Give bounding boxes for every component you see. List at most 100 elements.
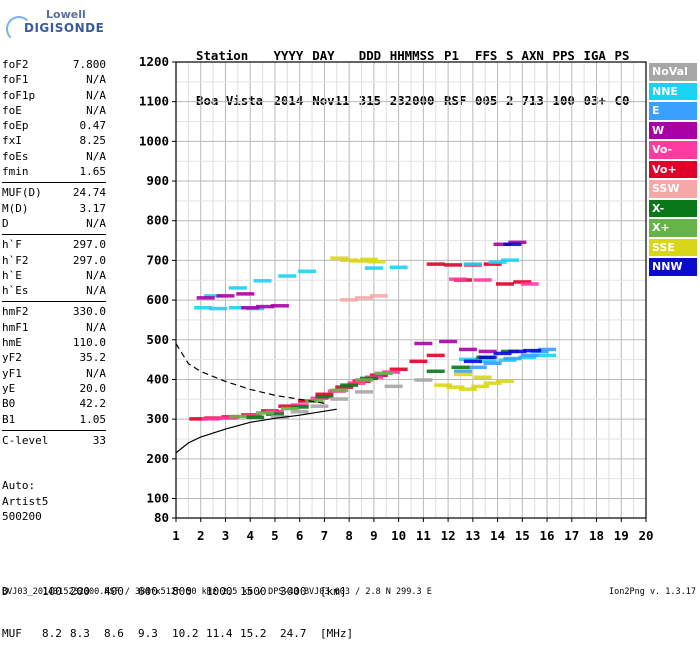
x-tick-label: 19	[614, 528, 629, 543]
ionogram-plot: 1 2 3 4 5 6 7 8 9 10 11 12 13 14 15 16 17 18 19 20801002003…	[139, 54, 654, 543]
echo-point-x-3	[315, 394, 334, 399]
autoscaling-info: Auto: Artist5 500200	[2, 478, 48, 525]
legend-item: X+	[649, 219, 697, 237]
param-row: hmF2 330.0	[2, 304, 106, 319]
muf-value: 10.2	[172, 627, 199, 640]
echo-point-sse-0	[330, 256, 349, 260]
echo-point-nnw-3	[508, 349, 527, 354]
muf-value: 8.6	[104, 627, 124, 640]
param-row: hmF1 N/A	[2, 320, 106, 335]
y-tick-label: 700	[146, 252, 169, 267]
param-value: N/A	[86, 284, 106, 298]
echo-point-sse-8	[471, 384, 490, 389]
param-name: foEs	[2, 149, 29, 163]
plot-axes: 1 2 3 4 5 6 7 8 9 10 11 12 13 14 15 16 17 18 19 20801002003…	[139, 54, 654, 543]
x-tick-label: 16	[540, 528, 555, 543]
param-name: foE	[2, 103, 22, 117]
param-value: N/A	[86, 73, 106, 87]
echo-point-x-4	[330, 388, 349, 393]
plot-grid	[175, 61, 647, 519]
param-value: N/A	[86, 103, 106, 117]
x-tick-label: 1	[172, 528, 180, 543]
echo-point-nnw-5	[503, 242, 522, 247]
echo-point-nne-2	[228, 306, 247, 310]
param-value: 1.65	[79, 165, 107, 179]
param-value: 24.74	[72, 186, 106, 200]
param-value: N/A	[86, 366, 106, 380]
echo-point-x-0	[246, 415, 265, 420]
param-row: foF2 7.800	[2, 57, 106, 72]
y-tick-label: 1100	[139, 94, 169, 109]
echo-point-vo-13	[426, 353, 445, 358]
param-name: B0	[2, 397, 16, 411]
header-label-3: DDD	[358, 48, 382, 63]
param-row: fmin 1.65	[2, 164, 106, 179]
param-name: hmE	[2, 336, 22, 350]
param-name: h`F2	[2, 253, 29, 267]
echo-point-ssw-0	[340, 298, 359, 302]
muf-label: MUF	[2, 627, 22, 640]
d-value: 1500	[240, 585, 267, 598]
digisonde-logo: Lowell DIGISONDE	[4, 6, 164, 44]
echo-point-nnw-4	[523, 348, 542, 353]
legend-item: SSW	[649, 180, 697, 198]
legend-item: SSE	[649, 238, 697, 256]
d-value: 1000	[206, 585, 233, 598]
echo-point-vo-3	[265, 409, 284, 414]
echo-point-nne-5	[228, 286, 247, 290]
echo-point-w-2	[270, 304, 289, 308]
y-tick-label: 80	[154, 510, 169, 525]
echo-point-vo-12	[520, 282, 539, 286]
echo-point-vo-7	[347, 381, 366, 385]
param-value: 110.0	[72, 336, 106, 350]
echo-point-x-1	[256, 411, 275, 415]
echo-point-vo-15	[444, 263, 463, 267]
param-row: foEp 0.47	[2, 118, 106, 133]
x-tick-label: 9	[370, 528, 378, 543]
echo-point-w-9	[478, 349, 497, 354]
param-value: 42.2	[79, 397, 107, 411]
echo-point-sse-4	[367, 259, 386, 264]
file-info-text: BVJ03_2014315232000.RSF / 384fx512h 50 k…	[2, 587, 432, 597]
legend-item: Vo-	[649, 141, 697, 159]
echo-point-nnw-0	[463, 359, 482, 364]
echo-point-vo-1	[218, 416, 237, 420]
echo-point-w-6	[414, 341, 433, 346]
param-separator	[2, 182, 106, 184]
echo-point-vo-17	[483, 262, 502, 266]
x-tick-label: 15	[515, 528, 530, 543]
echo-point-nne-10	[389, 265, 408, 270]
param-row: yF2 35.2	[2, 350, 106, 365]
d-value: 200	[70, 585, 90, 598]
distance-row: D 100 200 400 600 800 1000 1500 3000 [km]	[2, 585, 380, 599]
y-tick-label: 1200	[139, 54, 169, 69]
echo-point-nne-7	[278, 274, 297, 278]
echo-point-sse-9	[483, 381, 502, 385]
x-tick-label: 7	[321, 528, 329, 543]
x-tick-label: 20	[638, 528, 653, 543]
echo-point-noval-6	[414, 378, 433, 382]
echo-point-noval-2	[310, 404, 329, 408]
header-label-5: P1	[444, 48, 459, 63]
echo-point-noval-5	[384, 384, 403, 389]
file-info-footer: BVJ03_2014315232000.RSF / 384fx512h 50 k…	[2, 587, 696, 597]
header-value-11: C0	[614, 93, 630, 108]
echo-point-nne-1	[209, 306, 228, 311]
d-value: 3000	[280, 585, 307, 598]
echo-point-w-1	[256, 304, 275, 309]
y-tick-label: 300	[146, 411, 169, 426]
header-value-9: 100	[552, 93, 575, 108]
header-values-row: Boa Vista2014Nov11315232000RSF0052713100…	[196, 93, 630, 108]
x-tick-label: 18	[589, 528, 604, 543]
profile-traces	[175, 343, 337, 454]
logo-swoosh-icon	[6, 16, 32, 42]
param-name: C-level	[2, 433, 49, 447]
echo-point-sse-2	[350, 259, 369, 263]
echo-point-nne-9	[364, 266, 383, 270]
echo-point-nne-0	[194, 306, 213, 310]
param-row: foEs N/A	[2, 149, 106, 164]
header-label-4: HHMMSS	[389, 48, 435, 63]
param-value: 8.25	[79, 134, 107, 148]
param-row: fxI 8.25	[2, 133, 106, 148]
x-tick-label: 5	[271, 528, 279, 543]
